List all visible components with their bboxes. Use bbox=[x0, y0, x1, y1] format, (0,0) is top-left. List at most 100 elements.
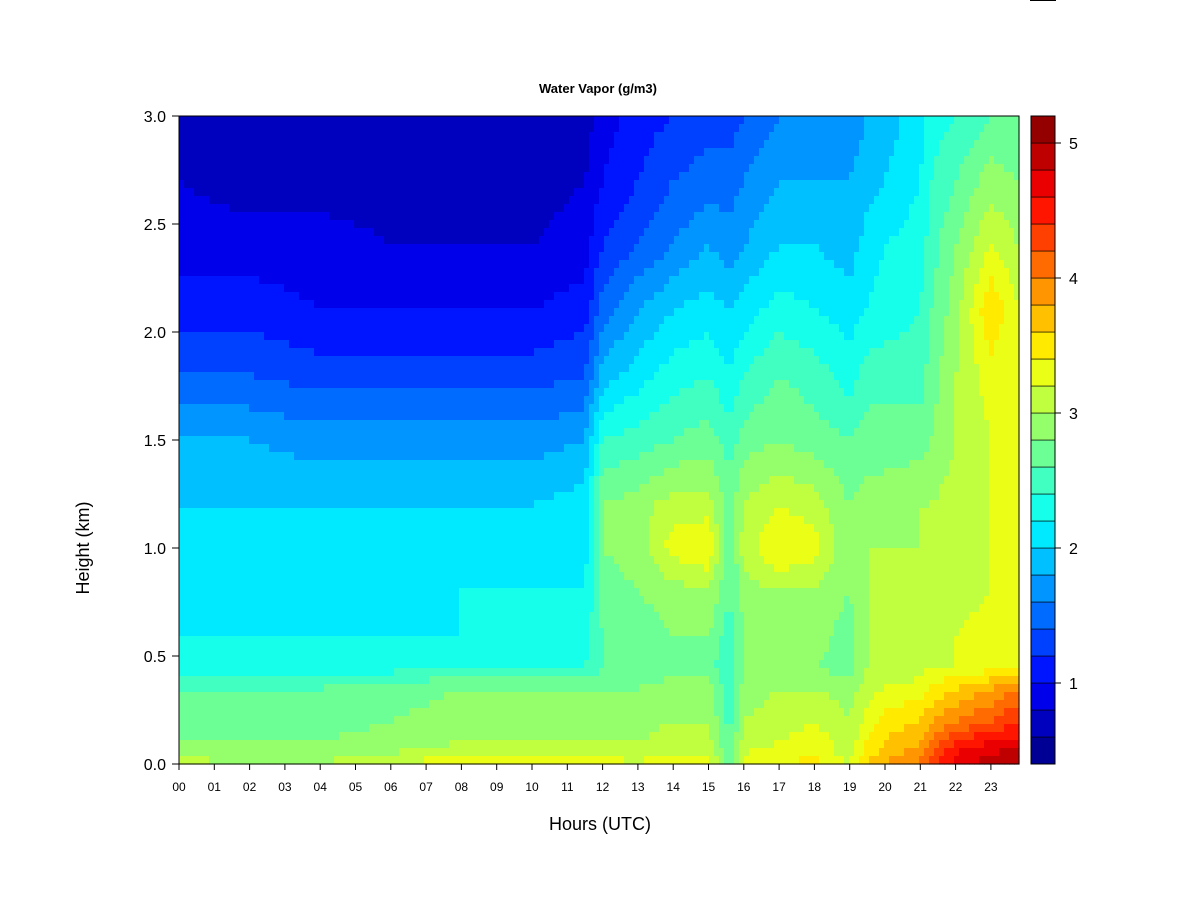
heatmap-cell bbox=[374, 164, 380, 173]
heatmap-cell bbox=[984, 228, 990, 237]
heatmap-cell bbox=[1009, 148, 1015, 157]
heatmap-cell bbox=[194, 212, 200, 221]
heatmap-cell bbox=[374, 244, 380, 253]
heatmap-cell bbox=[209, 140, 215, 149]
heatmap-cell bbox=[334, 308, 340, 317]
heatmap-cell bbox=[924, 300, 930, 309]
heatmap-cell bbox=[549, 236, 555, 245]
heatmap-cell bbox=[299, 236, 305, 245]
heatmap-cell bbox=[994, 244, 1000, 253]
heatmap-cell bbox=[369, 212, 375, 221]
heatmap-cell bbox=[644, 268, 650, 277]
heatmap-cell bbox=[819, 132, 825, 141]
heatmap-cell bbox=[504, 316, 510, 325]
heatmap-cell bbox=[554, 148, 560, 157]
heatmap-cell bbox=[924, 292, 930, 301]
heatmap-cell bbox=[634, 196, 640, 205]
heatmap-cell bbox=[379, 140, 385, 149]
heatmap-cell bbox=[599, 180, 605, 189]
heatmap-cell bbox=[729, 260, 735, 269]
heatmap-cell bbox=[414, 148, 420, 157]
heatmap-cell bbox=[764, 196, 770, 205]
heatmap-cell bbox=[659, 204, 665, 213]
heatmap-cell bbox=[494, 204, 500, 213]
heatmap-cell bbox=[439, 204, 445, 213]
heatmap-cell bbox=[1014, 332, 1020, 341]
heatmap-cell bbox=[1004, 196, 1010, 205]
heatmap-cell bbox=[1009, 340, 1015, 349]
heatmap-cell bbox=[479, 204, 485, 213]
heatmap-cell bbox=[529, 228, 535, 237]
heatmap-cell bbox=[284, 164, 290, 173]
heatmap-cell bbox=[439, 284, 445, 293]
heatmap-cell bbox=[249, 180, 255, 189]
heatmap-cell bbox=[719, 252, 725, 261]
heatmap-cell bbox=[864, 300, 870, 309]
heatmap-cell bbox=[529, 132, 535, 141]
heatmap-cell bbox=[844, 140, 850, 149]
heatmap-cell bbox=[724, 276, 730, 285]
heatmap-cell bbox=[904, 164, 910, 173]
heatmap-cell bbox=[394, 244, 400, 253]
heatmap-cell bbox=[614, 284, 620, 293]
heatmap-cell bbox=[684, 116, 690, 125]
heatmap-cell bbox=[709, 164, 715, 173]
heatmap-cell bbox=[259, 116, 265, 125]
heatmap-cell bbox=[854, 132, 860, 141]
heatmap-cell bbox=[999, 300, 1005, 309]
heatmap-cell bbox=[184, 252, 190, 261]
heatmap-cell bbox=[374, 132, 380, 141]
heatmap-cell bbox=[319, 228, 325, 237]
heatmap-cell bbox=[799, 116, 805, 125]
heatmap-cell bbox=[224, 124, 230, 133]
heatmap-cell bbox=[719, 172, 725, 181]
heatmap-cell bbox=[219, 156, 225, 165]
heatmap-cell bbox=[284, 300, 290, 309]
heatmap-cell bbox=[254, 316, 260, 325]
heatmap-cell bbox=[454, 196, 460, 205]
heatmap-cell bbox=[629, 284, 635, 293]
heatmap-cell bbox=[589, 316, 595, 325]
heatmap-cell bbox=[644, 156, 650, 165]
heatmap-cell bbox=[589, 212, 595, 221]
heatmap-cell bbox=[794, 220, 800, 229]
heatmap-cell bbox=[769, 292, 775, 301]
heatmap-cell bbox=[334, 148, 340, 157]
heatmap-cell bbox=[449, 228, 455, 237]
heatmap-cell bbox=[989, 116, 995, 125]
heatmap-cell bbox=[594, 116, 600, 125]
heatmap-cell bbox=[939, 316, 945, 325]
heatmap-cell bbox=[249, 324, 255, 333]
heatmap-cell bbox=[779, 332, 785, 341]
heatmap-cell bbox=[909, 148, 915, 157]
heatmap-cell bbox=[249, 308, 255, 317]
heatmap-cell bbox=[204, 348, 210, 357]
heatmap-cell bbox=[819, 204, 825, 213]
heatmap-cell bbox=[544, 348, 550, 357]
heatmap-cell bbox=[649, 308, 655, 317]
heatmap-cell bbox=[964, 172, 970, 181]
heatmap-cell bbox=[774, 116, 780, 125]
heatmap-cell bbox=[789, 212, 795, 221]
heatmap-cell bbox=[694, 348, 700, 357]
heatmap-cell bbox=[554, 204, 560, 213]
heatmap-cell bbox=[574, 236, 580, 245]
heatmap-cell bbox=[534, 340, 540, 349]
heatmap-cell bbox=[534, 284, 540, 293]
heatmap-cell bbox=[324, 212, 330, 221]
heatmap-cell bbox=[449, 196, 455, 205]
heatmap-cell bbox=[519, 260, 525, 269]
heatmap-cell bbox=[364, 180, 370, 189]
heatmap-cell bbox=[544, 164, 550, 173]
heatmap-cell bbox=[539, 268, 545, 277]
heatmap-cell bbox=[574, 244, 580, 253]
heatmap-cell bbox=[604, 252, 610, 261]
heatmap-cell bbox=[934, 300, 940, 309]
heatmap-cell bbox=[214, 156, 220, 165]
heatmap-cell bbox=[969, 116, 975, 125]
heatmap-cell bbox=[529, 140, 535, 149]
heatmap-cell bbox=[949, 140, 955, 149]
heatmap-cell bbox=[339, 284, 345, 293]
heatmap-cell bbox=[454, 156, 460, 165]
heatmap-cell bbox=[764, 188, 770, 197]
